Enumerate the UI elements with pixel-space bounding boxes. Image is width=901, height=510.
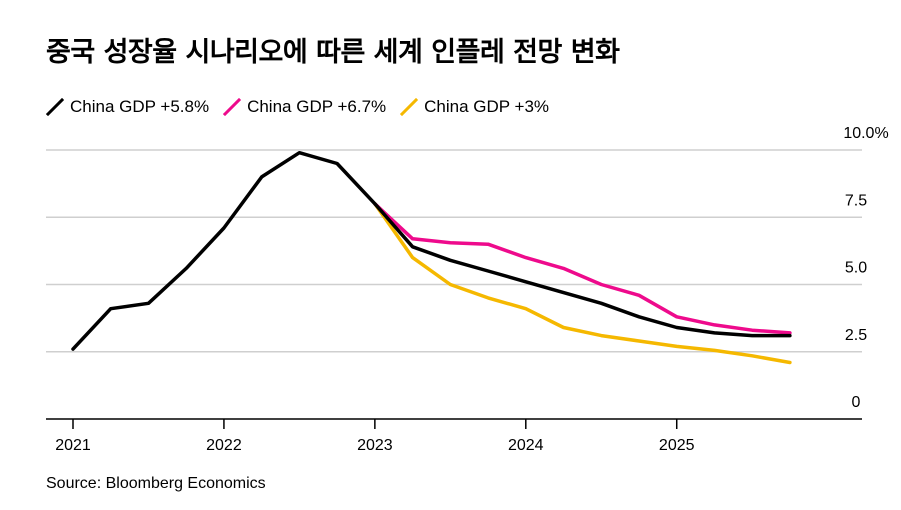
series-line-2 (373, 202, 792, 365)
legend-swatch-gdp-6-7 (223, 98, 242, 116)
y-tick-label: 7.5 (845, 192, 867, 209)
x-tick-label: 2021 (55, 437, 91, 454)
legend-label-gdp-3: China GDP +3% (424, 97, 550, 116)
legend-item-gdp-5-8: China GDP +5.8% (46, 97, 209, 117)
legend-swatch-gdp-3 (400, 98, 419, 116)
x-tick-label: 2023 (357, 437, 393, 454)
x-tick-label: 2024 (508, 437, 544, 454)
legend-item-gdp-3: China GDP +3% (400, 97, 549, 117)
y-tick-label: 5.0 (845, 260, 867, 277)
legend-label-gdp-5-8: China GDP +5.8% (70, 97, 210, 116)
chart-title: 중국 성장율 시나리오에 따른 세계 인플레 전망 변화 (46, 37, 620, 68)
legend-swatch-gdp-5-8 (46, 98, 64, 116)
series-line-1 (373, 202, 792, 335)
y-tick-label: 2.5 (845, 327, 867, 344)
y-tick-label: 0 (852, 394, 861, 411)
x-tick-label: 2025 (659, 437, 695, 454)
chart-legend: China GDP +5.8% China GDP +6.7% China GD… (46, 97, 549, 117)
legend-item-gdp-6-7: China GDP +6.7% (223, 97, 386, 117)
series-line-0 (71, 150, 792, 351)
source-note: Source: Bloomberg Economics (46, 475, 266, 492)
legend-label-gdp-6-7: China GDP +6.7% (247, 97, 387, 116)
y-tick-label: 10.0% (843, 125, 888, 142)
x-tick-label: 2022 (206, 437, 242, 454)
